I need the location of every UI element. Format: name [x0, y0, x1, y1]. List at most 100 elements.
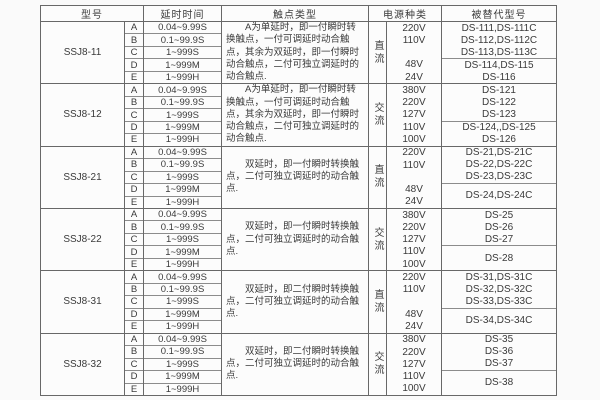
time-cell: 1~999H	[144, 257, 221, 270]
voltage-cell: 24V	[405, 196, 423, 208]
contact-type-text: 双延时，即二付瞬时转换触点，二付可独立调延时的动合触点.	[226, 283, 360, 320]
time-cell: 0.1~99.9S	[144, 220, 221, 233]
voltage-cell: 220V	[402, 221, 426, 233]
contact-type-text: A为单延时，即一付瞬时转换触点，一付可调延时动合触点，其余为双延时，即一付瞬时动…	[226, 21, 360, 83]
voltage-cell: 100V	[402, 134, 426, 146]
voltage-column: 220V 110V 48V 24V	[386, 22, 441, 84]
voltage-cell: 380V	[402, 84, 426, 96]
voltage-cell: 110V	[402, 284, 426, 296]
voltage-cell: 100V	[402, 383, 426, 395]
voltage-cell: 220V	[402, 22, 426, 34]
time-cell: 1~999M	[144, 183, 221, 195]
voltage-column: 380V 220V 127V 110V 100V	[386, 333, 441, 395]
letter-cell: A	[130, 209, 138, 221]
time-cell: 1~999M	[144, 370, 221, 382]
model-cell: SSJ8-22	[63, 234, 102, 246]
power-kind-cell: 交流	[368, 333, 386, 395]
letter-cell: A	[130, 333, 138, 345]
replaced-model-line: DS-124,,DS-125	[462, 122, 536, 134]
time-cell: 1~999H	[144, 70, 221, 83]
letter-cell: E	[125, 320, 143, 332]
voltage-cell: 220V	[402, 346, 426, 358]
voltage-cell: 110V	[402, 159, 426, 171]
time-cell: 1~999M	[144, 120, 221, 133]
letter-cell: B	[125, 345, 143, 357]
power-kind-cell: 交流	[368, 84, 386, 146]
time-cell: 0.1~99.9S	[144, 282, 221, 295]
contact-type-text: 双延时，即一付瞬时转换触点，二付可独立调延时的动合触点.	[226, 221, 360, 257]
letter-cell: C	[125, 108, 143, 121]
letter-cell: B	[125, 95, 143, 108]
time-cell: 1~999H	[144, 133, 221, 145]
voltage-cell: 110V	[402, 34, 426, 46]
replaced-group-top: DS-31,DS-31C DS-32,DS-32C DS-33,DS-33C	[442, 271, 556, 309]
voltage-cell: 127V	[402, 109, 426, 121]
voltage-cell: 380V	[402, 209, 426, 221]
model-cell: SSJ8-31	[63, 296, 102, 308]
replaced-group-top: DS-25 DS-26 DS-27	[442, 209, 556, 247]
voltage-cell: 220V	[402, 271, 426, 283]
time-cell: 1~999M	[144, 307, 221, 320]
letter-cell: D	[125, 370, 143, 382]
letter-cell: A	[130, 22, 138, 34]
time-cell: 0.04~9.99S	[158, 22, 207, 34]
power-kind-cell: 直流	[368, 146, 386, 208]
letter-cell: C	[125, 45, 143, 58]
model-cell: SSJ8-32	[63, 358, 102, 370]
letter-cell: E	[125, 133, 143, 145]
replaced-model-line: DS-123	[482, 108, 516, 120]
voltage-cell: 48V	[405, 184, 423, 196]
replaced-model-line: DS-112,DS-112C	[460, 34, 538, 46]
voltage-cell	[387, 47, 441, 59]
contact-type-cell: 双延时，即二付瞬时转换触点，二付可独立调延时的动合触点.	[221, 271, 368, 333]
letter-cell: D	[125, 245, 143, 258]
replaced-column: DS-121 DS-122 DS-123 DS-124,,DS-125 DS-126	[441, 84, 556, 146]
voltage-cell: 380V	[402, 334, 426, 346]
table-header-row: 型号 延时时间 触点类型 电源种类 被替代型号	[41, 6, 556, 21]
replaced-model-line: DS-31,DS-31C	[465, 271, 533, 283]
replaced-model-line: DS-28	[484, 252, 514, 264]
letter-cell: C	[125, 170, 143, 183]
header-model: 型号	[81, 10, 103, 21]
replaced-group-bottom: DS-24,DS-24C	[442, 184, 556, 208]
contact-type-cell: 双延时，即二付瞬时转换触点，二付可独立调延时的动合触点.	[221, 333, 368, 395]
time-cell: 0.04~9.99S	[158, 271, 207, 283]
replaced-group-bottom: DS-124,,DS-125 DS-126	[442, 122, 556, 146]
letter-cell: E	[125, 195, 143, 208]
replaced-model-line: DS-111,DS-111C	[461, 22, 537, 34]
time-column: 0.04~9.99S 0.1~99.9S 1~999S 1~999M 1~999H	[143, 271, 221, 333]
header-replaced-model: 被替代型号	[441, 6, 556, 21]
header-delay-time: 延时时间	[143, 6, 221, 21]
letter-cell: E	[125, 257, 143, 270]
time-cell: 1~999H	[144, 195, 221, 208]
replaced-group-top: DS-111,DS-111C DS-112,DS-112C DS-113,DS-11…	[442, 22, 556, 60]
time-cell: 1~999M	[144, 58, 221, 71]
replaced-model-line: DS-114,DS-115	[464, 59, 534, 71]
contact-type-text: 双延时，即一付瞬时转换触点，二付可独立调延时的动合触点.	[226, 158, 360, 195]
replaced-column: DS-35 DS-36 DS-37 DS-38	[441, 333, 556, 395]
voltage-cell: 127V	[402, 358, 426, 370]
letter-cell: B	[125, 282, 143, 295]
letter-cell: C	[125, 357, 143, 370]
time-cell: 0.1~99.9S	[144, 33, 221, 46]
contact-type-cell: A为单延时，即一付瞬时转换触点，一付可调延时动合触点，其余为双延时，即一付瞬时动…	[221, 21, 368, 84]
replaced-group-bottom: DS-114,DS-115 DS-116	[442, 59, 556, 83]
time-cell: 1~999H	[144, 320, 221, 332]
letter-cell: D	[125, 120, 143, 133]
time-cell: 1~999S	[144, 170, 221, 183]
replaced-model-line: DS-37	[484, 358, 514, 370]
replaced-model-line: DS-35	[484, 334, 514, 346]
replaced-column: DS-21,DS-21C DS-22,DS-22C DS-23,DS-23C DS-…	[441, 146, 556, 208]
header-power-kind: 电源种类	[368, 6, 441, 21]
replaced-group-bottom: DS-34,DS-34C	[442, 309, 556, 333]
power-kind-cell: 交流	[368, 208, 386, 271]
letter-cell: E	[125, 382, 143, 395]
letter-cell: C	[125, 232, 143, 245]
time-column: 0.04~9.99S 0.1~99.9S 1~999S 1~999M 1~999H	[143, 84, 221, 146]
time-cell: 1~999S	[144, 45, 221, 58]
